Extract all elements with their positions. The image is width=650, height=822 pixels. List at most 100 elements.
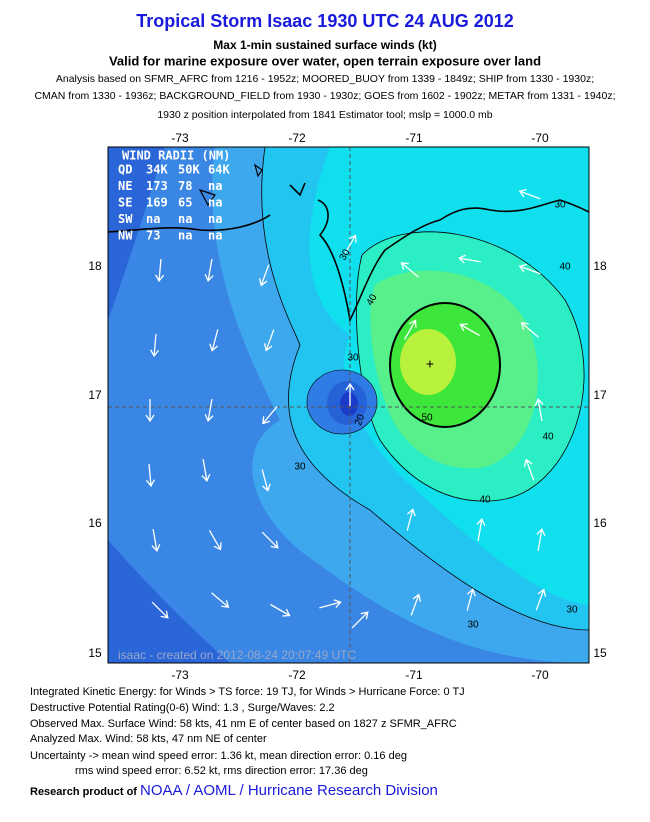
position-note: 1930 z position interpolated from 1841 E… bbox=[157, 109, 492, 121]
lon-label: -70 bbox=[531, 131, 549, 145]
arrow-shape bbox=[211, 592, 230, 608]
arrow-shape bbox=[406, 508, 416, 531]
wind-arrow bbox=[466, 588, 476, 611]
wind-radii-cell: 65 bbox=[178, 196, 192, 210]
contour-label: 40 bbox=[365, 292, 380, 308]
field-low bbox=[108, 147, 165, 320]
wind-radii-cell: SW bbox=[118, 212, 133, 226]
map: + bbox=[108, 147, 589, 663]
lon-label: -73 bbox=[171, 131, 189, 145]
lon-label: -71 bbox=[405, 131, 423, 145]
arrow-shape bbox=[523, 458, 535, 481]
wind-radii-cell: SE bbox=[118, 196, 132, 210]
wind-arrow bbox=[151, 529, 161, 552]
wind-arrow bbox=[410, 593, 422, 616]
wind-arrow bbox=[458, 254, 481, 264]
lat-label: 15 bbox=[593, 646, 607, 660]
wind-arrow bbox=[518, 263, 541, 275]
wind-arrow bbox=[534, 398, 544, 421]
footer-line: Observed Max. Surface Wind: 58 kts, 41 n… bbox=[30, 718, 457, 730]
arrow-shape bbox=[262, 406, 278, 425]
arrow-shape bbox=[258, 264, 270, 287]
arrow-shape bbox=[151, 601, 169, 619]
wind-arrow bbox=[151, 601, 169, 619]
field-55 bbox=[400, 329, 456, 395]
contour-label: 30 bbox=[566, 605, 578, 616]
lat-label: 17 bbox=[593, 388, 607, 402]
wind-arrow bbox=[145, 463, 155, 488]
arrow-shape bbox=[458, 254, 481, 264]
wind-radii-cell: 173 bbox=[146, 179, 168, 193]
arrow-shape bbox=[150, 333, 160, 358]
arrow-shape bbox=[201, 459, 211, 482]
wind-radii-cell: na bbox=[146, 212, 160, 226]
labels: -73 -73 -72 -72 -71 -71 -70 -70 18 18 17 17 16 16 15 15… bbox=[88, 131, 607, 682]
contour-label: 30 bbox=[294, 462, 306, 473]
wind-arrow bbox=[520, 322, 539, 338]
arrow-shape bbox=[351, 611, 369, 629]
wind-arrow bbox=[523, 458, 535, 481]
wind-arrow bbox=[155, 258, 165, 283]
arrow-shape bbox=[466, 588, 476, 611]
contour-label: 30 bbox=[467, 620, 479, 631]
arrow-shape bbox=[204, 399, 214, 422]
wind-radii-cell: na bbox=[178, 212, 192, 226]
wind-arrow bbox=[258, 264, 270, 287]
wind-arrow bbox=[211, 592, 230, 608]
arrow-shape bbox=[459, 323, 480, 337]
arrow-shape bbox=[145, 463, 155, 488]
lon-label: -73 bbox=[171, 668, 189, 682]
coastline bbox=[108, 182, 589, 323]
footer-line: Destructive Potential Rating(0-6) Wind: … bbox=[30, 702, 335, 714]
wind-radii-cell: 50K bbox=[178, 163, 200, 177]
organization[interactable]: NOAA / AOML / Hurricane Research Divisio… bbox=[140, 782, 438, 799]
contour-label: 30 bbox=[347, 353, 359, 364]
vortex bbox=[340, 392, 358, 416]
wind-radii-cell: 78 bbox=[178, 179, 192, 193]
wind-arrows bbox=[145, 188, 547, 629]
wind-arrow bbox=[406, 508, 416, 531]
wind-arrow bbox=[351, 611, 369, 629]
wind-radii-cell: 34K bbox=[146, 163, 168, 177]
wind-arrow bbox=[476, 518, 486, 541]
lat-label: 16 bbox=[593, 516, 607, 530]
valid-note: Valid for marine exposure over water, op… bbox=[109, 53, 541, 68]
footer-line: rms wind speed error: 6.52 kt, rms direc… bbox=[75, 765, 368, 777]
arrow-shape bbox=[343, 234, 357, 255]
lat-label: 16 bbox=[88, 516, 102, 530]
arrow-shape bbox=[400, 262, 419, 278]
arrow-shape bbox=[534, 398, 544, 421]
arrow-shape bbox=[208, 530, 222, 551]
arrow-shape bbox=[403, 319, 417, 340]
lon-label: -71 bbox=[405, 668, 423, 682]
wind-radii-cell: na bbox=[178, 229, 192, 243]
arrow-shape bbox=[476, 518, 486, 541]
wind-arrow bbox=[270, 603, 291, 617]
arrow-shape bbox=[145, 399, 155, 423]
contour-label: 50 bbox=[421, 413, 433, 424]
wind-arrow bbox=[263, 329, 275, 352]
contour-label: 30 bbox=[554, 200, 566, 211]
arrow-shape bbox=[535, 588, 547, 611]
wind-radii-cell: NE bbox=[118, 179, 132, 193]
wind-radii-cell: 169 bbox=[146, 196, 168, 210]
arrow-shape bbox=[520, 322, 539, 338]
lat-label: 15 bbox=[88, 646, 102, 660]
arrow-shape bbox=[263, 329, 275, 352]
wind-arrow bbox=[261, 469, 271, 492]
wind-arrow bbox=[319, 599, 342, 609]
wind-arrow bbox=[204, 259, 214, 282]
footer-line: Uncertainty -> mean wind speed error: 1.… bbox=[30, 750, 407, 762]
wind-arrow bbox=[536, 528, 546, 551]
wind-arrow bbox=[208, 530, 222, 551]
contour-label: 30 bbox=[338, 247, 353, 263]
lon-label: -70 bbox=[531, 668, 549, 682]
contour-label: 40 bbox=[542, 432, 554, 443]
footer-line: Integrated Kinetic Energy: for Winds > T… bbox=[30, 686, 465, 698]
wind-radii-cell: 73 bbox=[146, 229, 160, 243]
arrow-shape bbox=[319, 599, 342, 609]
analysis-line: Analysis based on SFMR_AFRC from 1216 - … bbox=[56, 73, 594, 85]
field-low bbox=[108, 540, 230, 663]
lon-label: -72 bbox=[288, 668, 306, 682]
wind-arrow bbox=[262, 406, 278, 425]
